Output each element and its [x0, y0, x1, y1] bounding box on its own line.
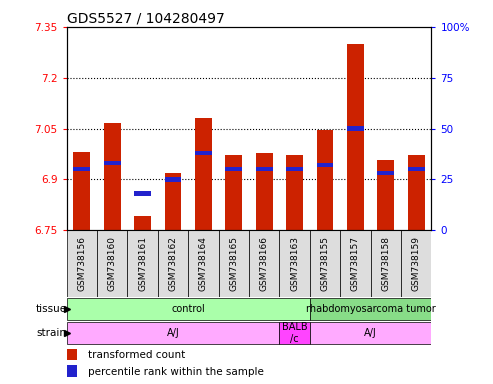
Text: GSM738156: GSM738156 — [77, 236, 86, 291]
Bar — [127, 230, 158, 297]
Text: GSM738162: GSM738162 — [169, 236, 177, 291]
Text: transformed count: transformed count — [88, 350, 186, 360]
Bar — [104, 124, 120, 230]
Bar — [134, 216, 151, 230]
Text: GSM738159: GSM738159 — [412, 236, 421, 291]
Bar — [378, 171, 394, 175]
Text: GSM738155: GSM738155 — [320, 236, 329, 291]
Bar — [317, 163, 333, 167]
Bar — [67, 366, 77, 377]
Text: rhabdomyosarcoma tumor: rhabdomyosarcoma tumor — [306, 304, 435, 314]
Bar — [67, 322, 280, 344]
Text: BALB
/c: BALB /c — [282, 322, 307, 344]
Bar — [280, 322, 310, 344]
Text: control: control — [171, 304, 205, 314]
Text: GSM738157: GSM738157 — [351, 236, 360, 291]
Bar — [249, 230, 280, 297]
Bar — [310, 322, 431, 344]
Text: strain: strain — [37, 328, 67, 338]
Bar — [73, 167, 90, 171]
Bar — [73, 152, 90, 230]
Bar — [347, 126, 364, 131]
Bar — [340, 230, 371, 297]
Bar — [347, 44, 364, 230]
Bar — [371, 230, 401, 297]
Bar — [310, 298, 431, 320]
Text: GSM738158: GSM738158 — [381, 236, 390, 291]
Bar — [286, 155, 303, 230]
Text: A/J: A/J — [167, 328, 179, 338]
Bar — [408, 155, 424, 230]
Text: GSM738164: GSM738164 — [199, 236, 208, 291]
Bar — [218, 230, 249, 297]
Bar — [67, 298, 310, 320]
Bar — [195, 151, 211, 155]
Text: A/J: A/J — [364, 328, 377, 338]
Bar — [256, 153, 273, 230]
Bar — [165, 177, 181, 182]
Bar — [134, 191, 151, 196]
Text: GDS5527 / 104280497: GDS5527 / 104280497 — [67, 12, 224, 26]
Bar — [401, 230, 431, 297]
Bar — [67, 230, 97, 297]
Bar — [104, 161, 120, 165]
Bar — [256, 167, 273, 171]
Bar — [97, 230, 127, 297]
Text: tissue: tissue — [35, 304, 67, 314]
Bar — [67, 349, 77, 360]
Text: GSM738163: GSM738163 — [290, 236, 299, 291]
Bar — [378, 160, 394, 230]
Bar — [195, 118, 211, 230]
Bar — [310, 230, 340, 297]
Text: GSM738165: GSM738165 — [229, 236, 238, 291]
Bar — [317, 130, 333, 230]
Bar — [225, 167, 242, 171]
Bar — [280, 230, 310, 297]
Bar — [225, 155, 242, 230]
Bar — [286, 167, 303, 171]
Bar — [188, 230, 218, 297]
Text: GSM738166: GSM738166 — [260, 236, 269, 291]
Text: percentile rank within the sample: percentile rank within the sample — [88, 367, 264, 377]
Text: GSM738160: GSM738160 — [107, 236, 117, 291]
Bar — [158, 230, 188, 297]
Text: GSM738161: GSM738161 — [138, 236, 147, 291]
Bar — [165, 173, 181, 230]
Bar — [408, 167, 424, 171]
